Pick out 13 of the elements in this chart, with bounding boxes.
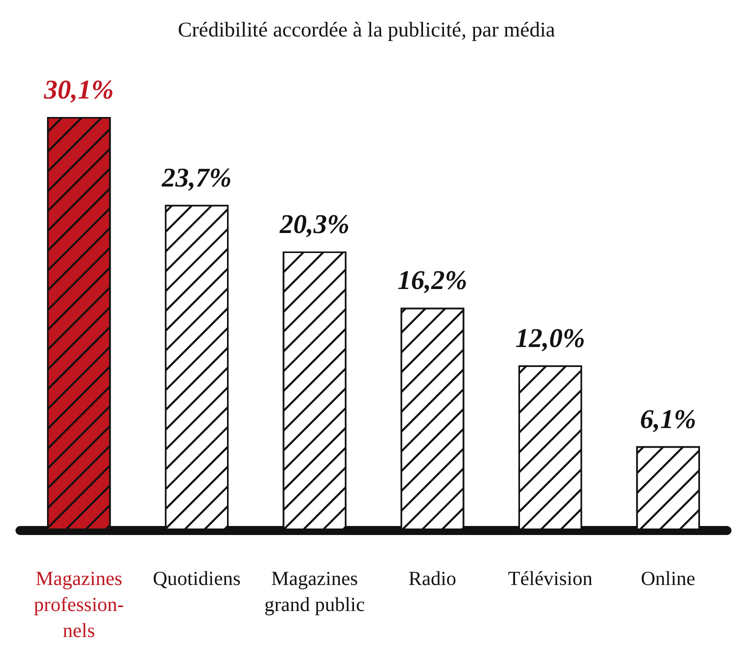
x-tick-label: Quotidiens <box>152 568 241 590</box>
x-tick-label: Télévision <box>508 568 592 590</box>
x-tick-label: Magazines grand public <box>264 568 365 616</box>
data-label: 20,3% <box>278 208 350 239</box>
data-label: 6,1% <box>640 404 696 434</box>
x-tick-label: Radio <box>408 568 456 590</box>
chart-title: Crédibilité accordée à la publicité, par média <box>178 18 556 42</box>
data-label: 16,2% <box>398 265 468 296</box>
data-label: 12,0% <box>515 322 586 353</box>
data-label: 30,1% <box>43 74 114 104</box>
x-tick-label: Magazines profession- nels <box>34 568 124 642</box>
data-label: 23,7% <box>160 162 232 192</box>
x-tick-label: Online <box>640 568 696 590</box>
